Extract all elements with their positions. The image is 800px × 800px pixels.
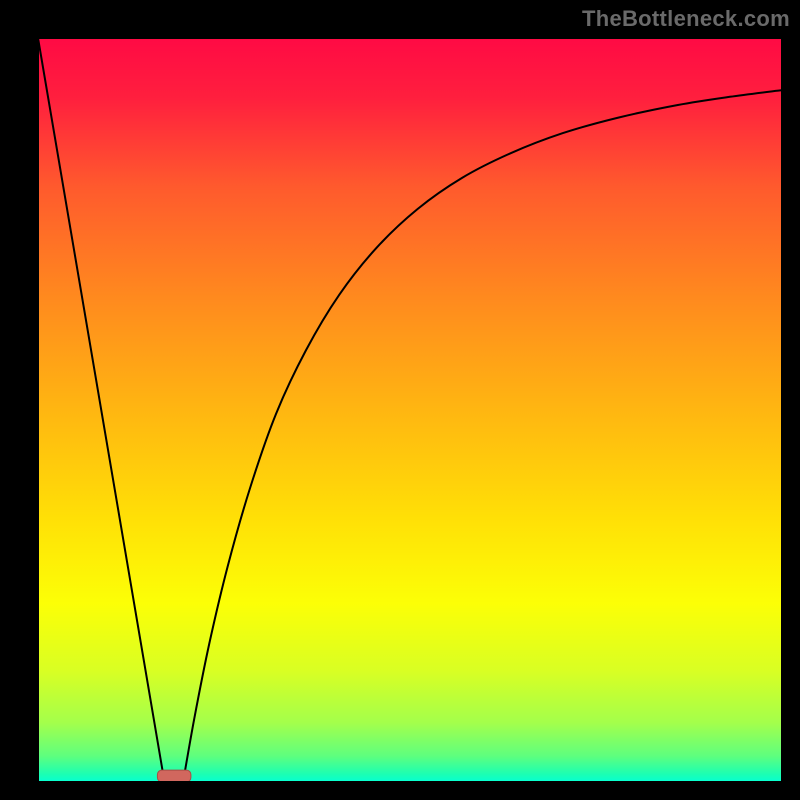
chart-svg	[0, 0, 800, 800]
bottleneck-chart	[0, 0, 800, 800]
plot-background	[38, 38, 782, 782]
dip-marker	[157, 770, 190, 782]
watermark-label: TheBottleneck.com	[582, 6, 790, 32]
